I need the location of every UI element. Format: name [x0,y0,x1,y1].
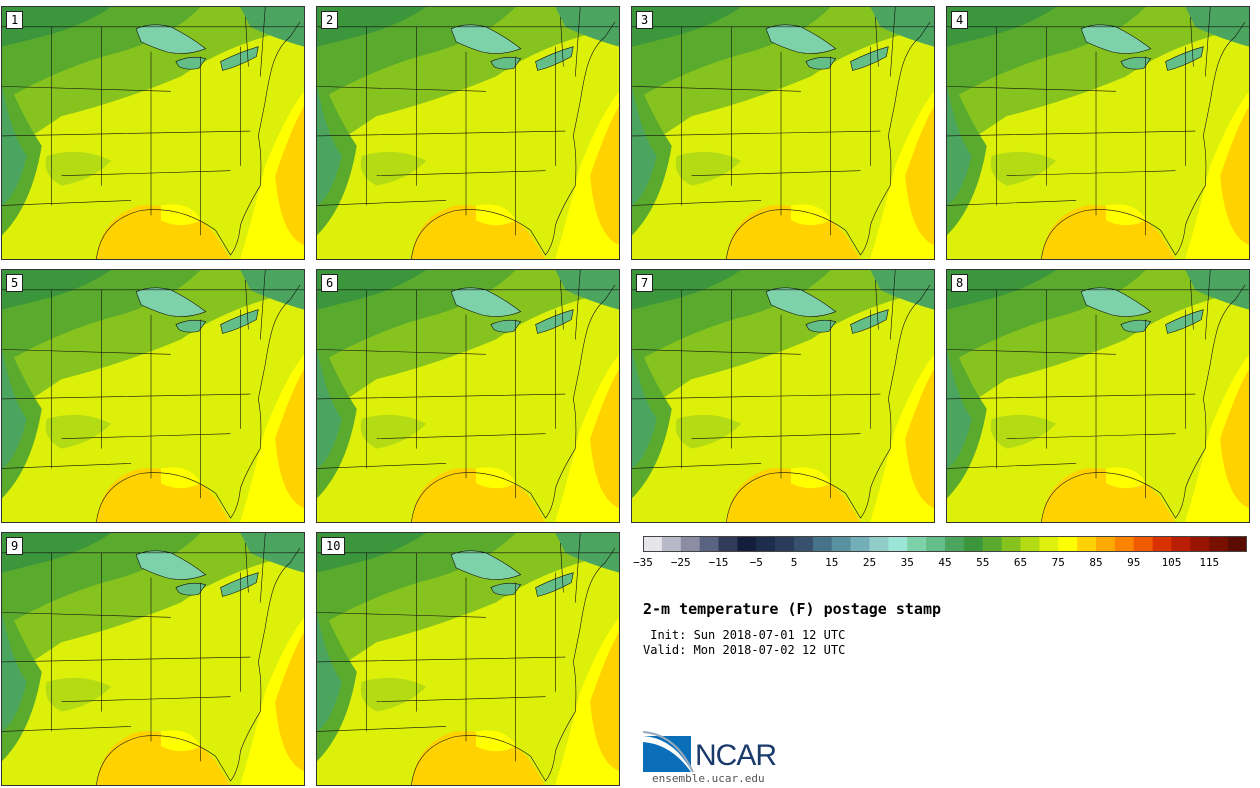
colorbar-swatch [737,536,757,552]
ensemble-member-map: 4 [946,6,1250,260]
ensemble-member-map: 6 [316,269,620,523]
panel-member-label: 8 [951,274,969,292]
colorbar-swatch [812,536,833,552]
colorbar-swatch [1114,536,1135,552]
panel-member-label: 2 [321,11,339,29]
ensemble-member-map: 2 [316,6,620,260]
temperature-map [2,270,304,522]
colorbar-tick-label: 95 [1127,556,1141,569]
temperature-colorbar [643,536,1247,552]
colorbar-tick-label: 85 [1089,556,1103,569]
colorbar-swatch [1190,536,1210,552]
colorbar-swatch [907,536,927,552]
colorbar-swatch [1001,536,1022,552]
colorbar-swatch [982,536,1003,552]
ensemble-member-map: 7 [631,269,935,523]
colorbar-tick-label: −25 [670,556,691,569]
colorbar-swatch [1058,536,1078,552]
colorbar-swatch [775,536,795,552]
colorbar-swatch [756,536,776,552]
valid-time: Valid: Mon 2018-07-02 12 UTC [643,643,846,657]
chart-title: 2-m temperature (F) postage stamp [643,600,942,618]
temperature-map [632,7,934,259]
logo-wordmark: NCAR [695,739,777,772]
temperature-map [947,270,1249,522]
temperature-map [2,533,304,785]
panel-member-label: 3 [636,11,654,29]
colorbar-swatch [926,536,946,552]
colorbar-swatch [1171,536,1191,552]
colorbar-swatch [850,536,871,552]
colorbar-swatch [888,536,908,552]
temperature-map [317,533,619,785]
ensemble-member-map: 3 [631,6,935,260]
colorbar-swatch [1039,536,1059,552]
colorbar-swatch [869,536,889,552]
colorbar-tick-label: −5 [749,556,763,569]
colorbar-tick-label: 55 [976,556,990,569]
colorbar-swatch [963,536,984,552]
panel-member-label: 5 [6,274,24,292]
colorbar-tick-label: 65 [1013,556,1028,569]
temperature-map [947,7,1249,259]
colorbar-tick-label: −15 [708,556,729,569]
colorbar-swatch [661,536,682,552]
colorbar-swatch [1096,536,1116,552]
colorbar-swatch [1020,536,1040,552]
temperature-map [317,7,619,259]
ensemble-member-map: 1 [1,6,305,260]
colorbar-tick-label: 105 [1161,556,1182,569]
panel-member-label: 9 [6,537,24,555]
colorbar-tick-label: −35 [633,556,653,569]
panel-member-label: 1 [6,11,24,29]
colorbar-tick-label: 115 [1199,556,1220,569]
colorbar-tick-label: 5 [790,556,798,569]
colorbar-swatch [1152,536,1173,552]
colorbar-tick-label: 15 [825,556,839,569]
panel-member-label: 10 [321,537,346,555]
colorbar-tick-label: 45 [938,556,952,569]
colorbar-tick-label: 35 [900,556,914,569]
ensemble-member-map: 8 [946,269,1250,523]
colorbar-frame [643,536,1247,552]
colorbar-swatch [794,536,814,552]
ensemble-member-map: 10 [316,532,620,786]
panel-member-label: 7 [636,274,654,292]
colorbar-swatch [718,536,738,552]
colorbar-tick-label: 75 [1051,556,1065,569]
panel-member-label: 6 [321,274,339,292]
ncar-logo-icon [643,731,694,773]
colorbar-swatch [831,536,852,552]
temperature-map [317,270,619,522]
panel-member-label: 4 [951,11,969,29]
init-time: Init: Sun 2018-07-01 12 UTC [643,628,846,642]
colorbar-swatch [1133,536,1154,552]
ensemble-member-map: 5 [1,269,305,523]
colorbar-swatch [1228,536,1247,552]
colorbar-swatch [1077,536,1097,552]
ensemble-member-map: 9 [1,532,305,786]
colorbar-tick-label: 25 [862,556,877,569]
colorbar-tick-labels: −35 −25 −15 −5 5 15 25 35 45 55 65 75 85 95 105 115 [633,552,1247,574]
colorbar-swatch [643,536,663,552]
colorbar-swatch [680,536,701,552]
logo-url: ensemble.ucar.edu [652,772,765,785]
temperature-map [632,270,934,522]
colorbar-swatch [1209,536,1229,552]
temperature-map [2,7,304,259]
colorbar-swatch [945,536,965,552]
colorbar-swatch [699,536,720,552]
